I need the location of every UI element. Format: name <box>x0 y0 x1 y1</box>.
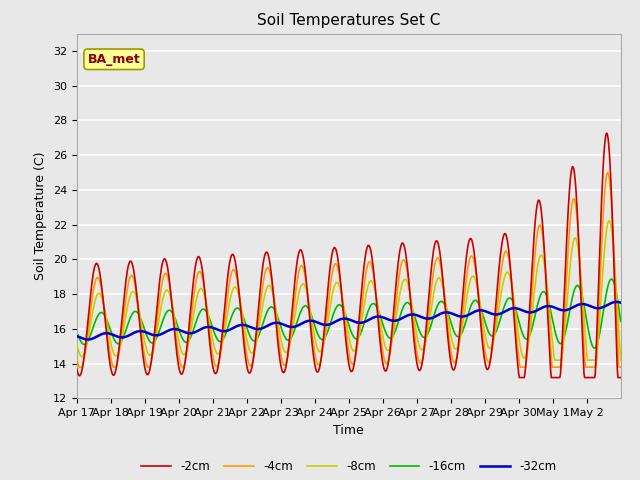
-16cm <box>284 337 292 343</box>
-16cm <box>608 276 616 282</box>
Line: -16cm: -16cm <box>77 279 621 348</box>
-16cm <box>237 308 244 314</box>
-8cm <box>237 301 244 307</box>
-4cm <box>76 364 83 370</box>
-4cm <box>237 309 245 314</box>
-32cm <box>73 333 81 339</box>
-32cm <box>617 300 625 306</box>
-32cm <box>285 324 292 329</box>
-8cm <box>617 357 625 363</box>
-8cm <box>405 285 413 290</box>
-2cm <box>603 130 611 136</box>
-4cm <box>264 265 272 271</box>
-32cm <box>237 322 245 328</box>
-4cm <box>406 285 413 290</box>
Title: Soil Temperatures Set C: Soil Temperatures Set C <box>257 13 440 28</box>
-2cm <box>405 277 413 283</box>
-4cm <box>436 260 444 266</box>
Line: -32cm: -32cm <box>77 302 621 339</box>
-8cm <box>435 275 443 281</box>
Legend: -2cm, -4cm, -8cm, -16cm, -32cm: -2cm, -4cm, -8cm, -16cm, -32cm <box>136 456 561 478</box>
-2cm <box>237 306 244 312</box>
-32cm <box>138 328 145 334</box>
-2cm <box>435 246 443 252</box>
-16cm <box>264 308 271 313</box>
-16cm <box>73 329 81 335</box>
-16cm <box>137 315 145 321</box>
-32cm <box>84 336 92 342</box>
-16cm <box>617 319 625 324</box>
-4cm <box>617 364 625 370</box>
-8cm <box>137 316 145 322</box>
-4cm <box>73 356 81 361</box>
-2cm <box>617 375 625 381</box>
-8cm <box>264 284 271 289</box>
-4cm <box>138 330 145 336</box>
-8cm <box>73 341 81 347</box>
-32cm <box>406 312 413 318</box>
-32cm <box>264 323 272 328</box>
-16cm <box>435 300 443 306</box>
-32cm <box>436 311 444 317</box>
-2cm <box>284 348 292 354</box>
-2cm <box>264 250 271 256</box>
Text: BA_met: BA_met <box>88 53 140 66</box>
X-axis label: Time: Time <box>333 424 364 437</box>
-2cm <box>516 375 524 381</box>
-16cm <box>591 345 598 351</box>
-4cm <box>604 170 612 176</box>
Y-axis label: Soil Temperature (C): Soil Temperature (C) <box>35 152 47 280</box>
-8cm <box>605 218 612 224</box>
-2cm <box>73 366 81 372</box>
-2cm <box>137 332 145 337</box>
-8cm <box>284 347 292 352</box>
-8cm <box>551 357 559 363</box>
Line: -2cm: -2cm <box>77 133 621 378</box>
Line: -8cm: -8cm <box>77 221 621 360</box>
-4cm <box>285 348 292 353</box>
-32cm <box>612 299 620 305</box>
-16cm <box>405 300 413 306</box>
Line: -4cm: -4cm <box>77 173 621 367</box>
